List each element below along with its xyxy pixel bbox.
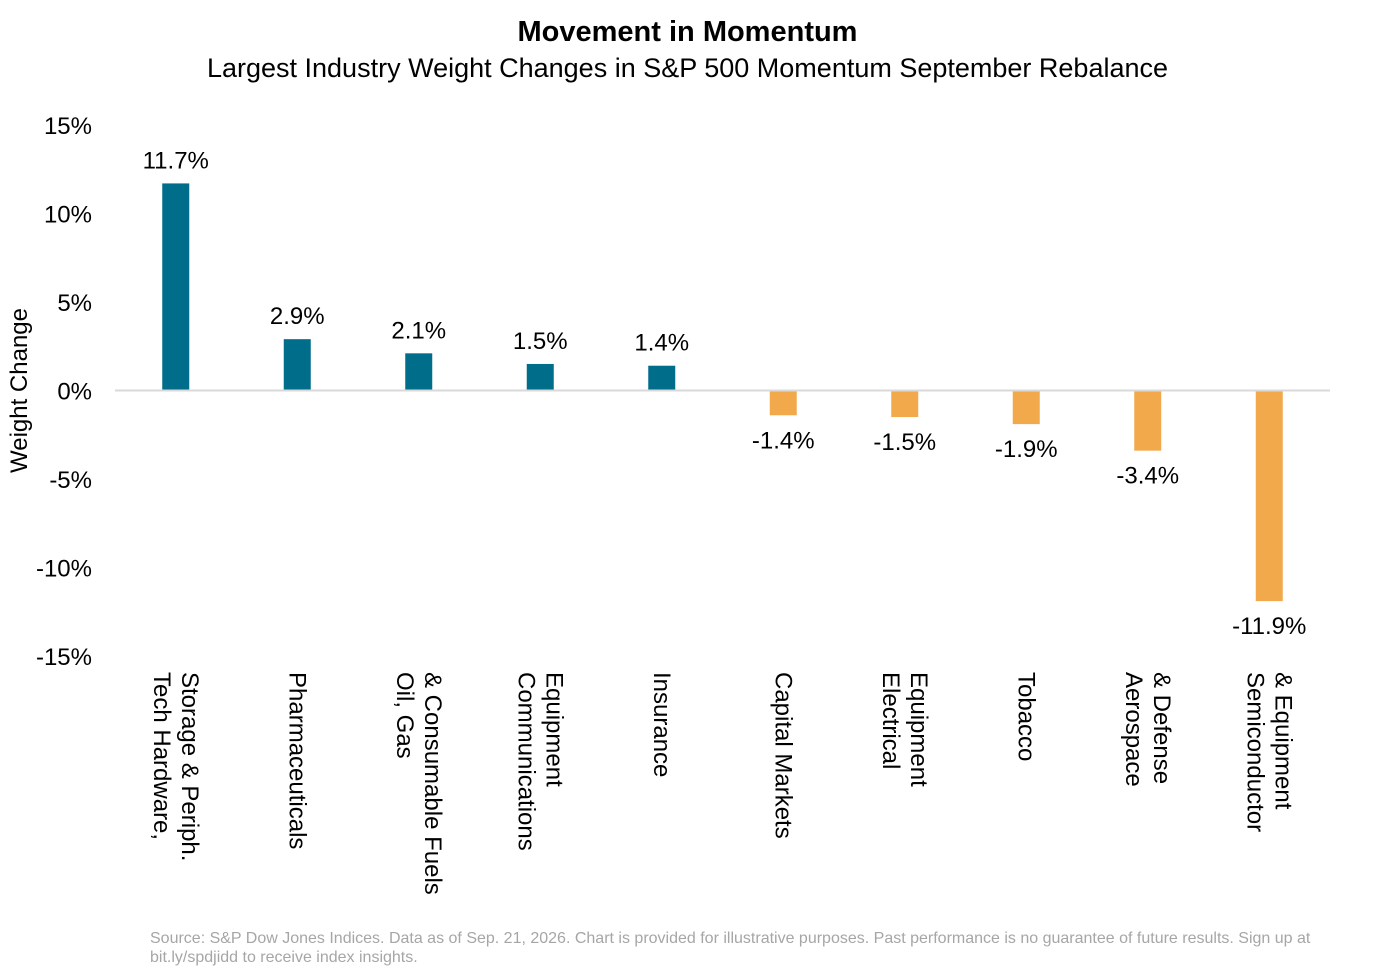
x-tick-label: Semiconductor& Equipment xyxy=(1241,672,1296,832)
x-tick-label: Capital Markets xyxy=(769,672,796,839)
bar-value-label: -1.4% xyxy=(752,427,815,454)
bar-value-label: 11.7% xyxy=(143,147,209,174)
y-tick-label: -5% xyxy=(49,467,92,494)
bar xyxy=(526,363,554,391)
bar xyxy=(1012,390,1040,425)
y-tick-label: -15% xyxy=(36,644,92,671)
bar-value-label: -1.5% xyxy=(873,429,936,456)
y-tick-label: 5% xyxy=(57,290,92,317)
bar xyxy=(891,390,919,418)
x-tick-label: Tech Hardware,Storage & Periph. xyxy=(148,672,203,861)
bar-value-label: 2.9% xyxy=(270,303,325,330)
chart-title: Movement in Momentum xyxy=(517,16,858,48)
bar-value-label: -1.9% xyxy=(995,436,1058,463)
x-tick-label: CommunicationsEquipment xyxy=(512,672,567,851)
bar xyxy=(648,365,676,391)
x-tick-label: Oil, Gas& Consumable Fuels xyxy=(391,672,446,895)
bar-value-label: 2.1% xyxy=(391,317,446,344)
bar-value-label: -11.9% xyxy=(1232,613,1306,640)
bar-value-label: 1.5% xyxy=(513,328,568,355)
y-axis-title: Weight Change xyxy=(6,308,33,473)
bar xyxy=(162,183,190,391)
y-tick-label: 15% xyxy=(44,113,92,140)
x-tick-label: Aerospace& Defense xyxy=(1120,672,1175,787)
bar-chart: 15% 10% 5% 0% -5% -10% -15% Weight Change 11.7% 2… xyxy=(6,113,1330,895)
x-tick-label: Tobacco xyxy=(1012,672,1039,761)
y-tick-label: 10% xyxy=(44,202,92,229)
source-footnote: Source: S&P Dow Jones Indices. Data as o… xyxy=(150,930,1311,966)
bar xyxy=(1255,390,1283,602)
chart-subtitle: Largest Industry Weight Changes in S&P 5… xyxy=(206,53,1169,83)
bar xyxy=(769,390,797,416)
bar-value-label: -3.4% xyxy=(1116,463,1179,490)
bar xyxy=(283,339,311,391)
y-tick-label: 0% xyxy=(57,379,92,406)
x-tick-label: ElectricalEquipment xyxy=(877,672,932,787)
bar xyxy=(405,353,433,391)
bar xyxy=(1134,390,1162,451)
bar-value-label: 1.4% xyxy=(634,330,689,357)
y-tick-label: -10% xyxy=(36,556,92,583)
x-tick-label: Pharmaceuticals xyxy=(283,672,310,849)
x-tick-label: Insurance xyxy=(648,672,675,777)
